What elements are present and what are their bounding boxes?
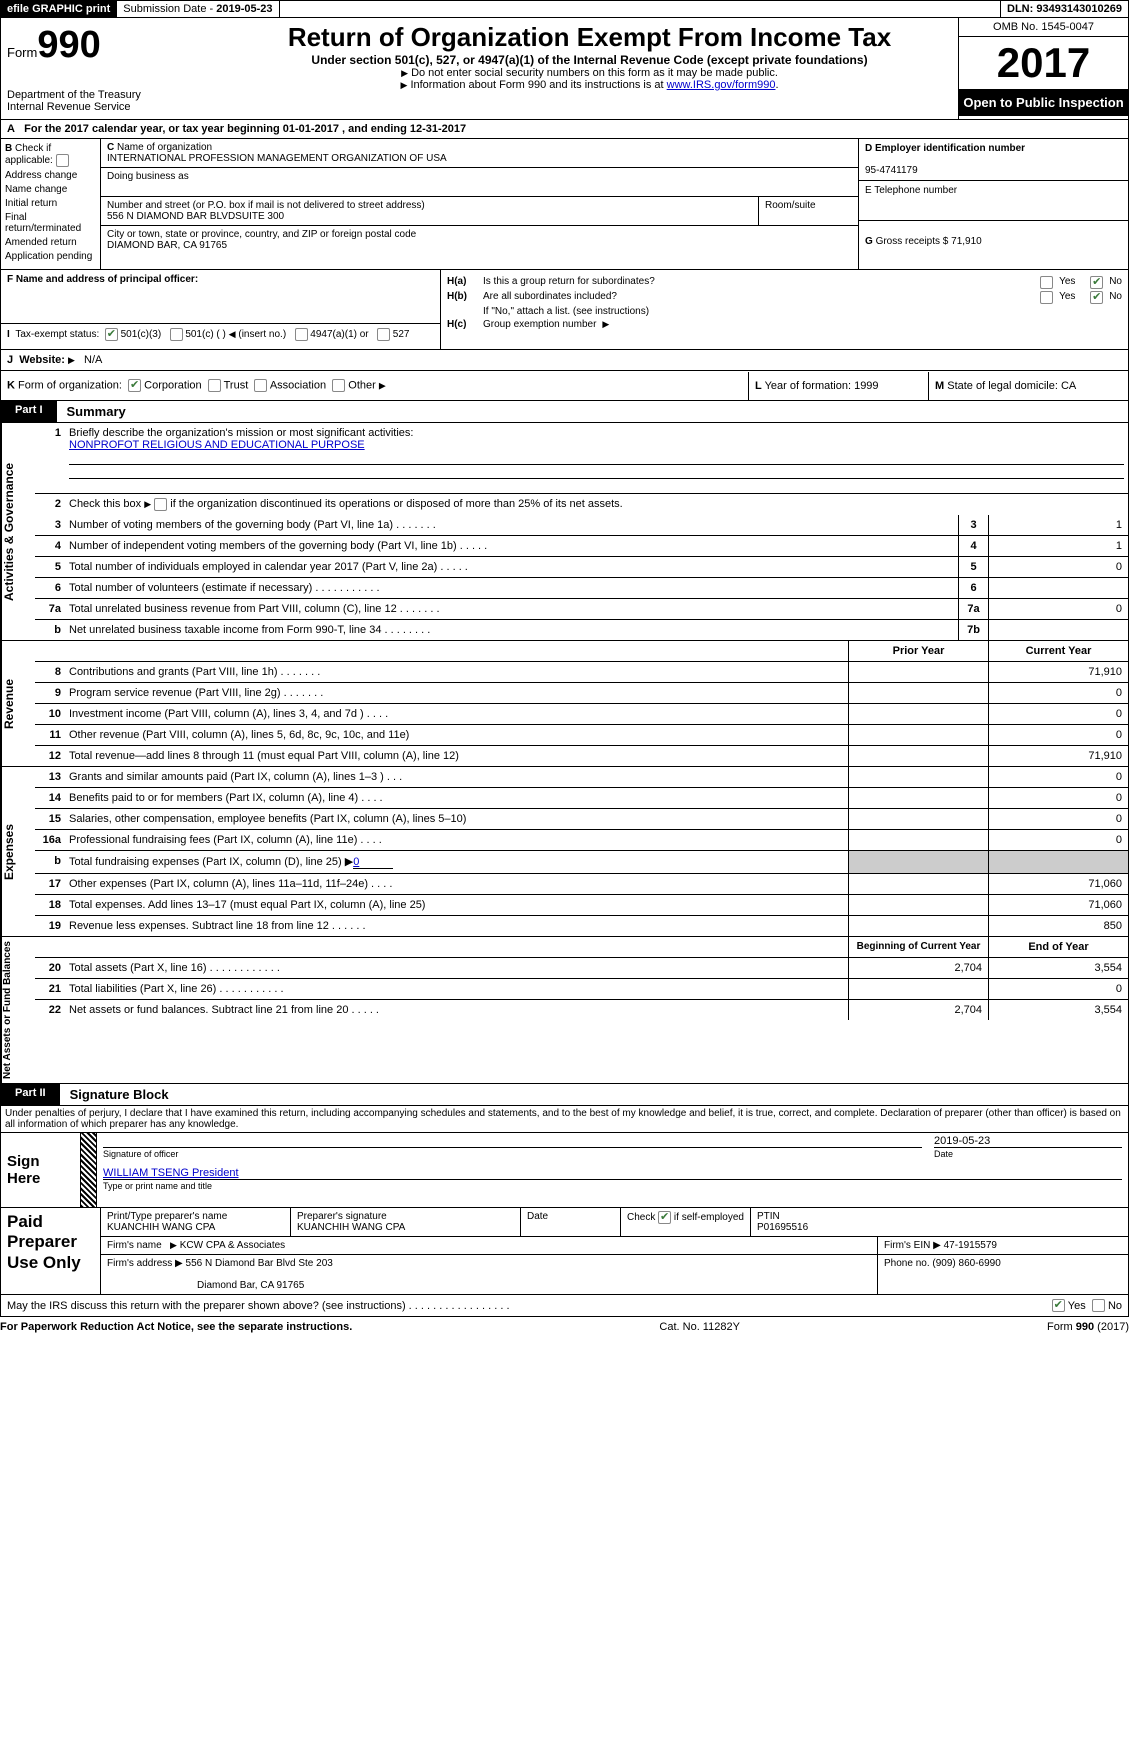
footer: For Paperwork Reduction Act Notice, see … — [0, 1317, 1129, 1337]
preparer-sig: KUANCHIH WANG CPA — [297, 1222, 405, 1233]
form-header: Form990 Department of the Treasury Inter… — [0, 18, 1129, 120]
k-other[interactable] — [332, 379, 345, 392]
firm-phone: (909) 860-6990 — [932, 1258, 1000, 1269]
instr-info: ▶ Information about Form 990 and its ins… — [241, 79, 938, 91]
officer-name[interactable]: WILLIAM TSENG President — [103, 1167, 239, 1179]
net-assets-section: Net Assets or Fund Balances Beginning of… — [0, 937, 1129, 1084]
irs-label: Internal Revenue Service — [7, 101, 215, 113]
hb-no[interactable] — [1090, 291, 1103, 304]
telephone: E Telephone number — [859, 181, 1128, 221]
efile-btn[interactable]: efile GRAPHIC print — [1, 1, 117, 17]
expenses-section: Expenses 13Grants and similar amounts pa… — [0, 767, 1129, 937]
check-527[interactable] — [377, 328, 390, 341]
discuss-yes[interactable] — [1052, 1299, 1065, 1312]
instr-ssn: ▶ Do not enter social security numbers o… — [241, 67, 938, 79]
revenue-section: Revenue Prior YearCurrent Year 8Contribu… — [0, 641, 1129, 767]
k-corp[interactable] — [128, 379, 141, 392]
check-4947[interactable] — [295, 328, 308, 341]
hb-note: If "No," attach a list. (see instruction… — [447, 306, 1122, 317]
firm-addr1: 556 N Diamond Bar Blvd Ste 203 — [186, 1258, 333, 1269]
discuss-row: May the IRS discuss this return with the… — [0, 1295, 1129, 1317]
year-formation: L Year of formation: 1999 — [748, 372, 928, 400]
final-return: Final return/terminated — [5, 212, 96, 234]
col-c: C Name of organizationINTERNATIONAL PROF… — [101, 139, 858, 269]
open-public: Open to Public Inspection — [959, 89, 1128, 116]
ha-yes[interactable] — [1040, 276, 1053, 289]
self-employed-check[interactable] — [658, 1211, 671, 1224]
website: N/A — [84, 354, 102, 366]
ptin: P01695516 — [757, 1222, 808, 1233]
bcde-grid: B Check if applicable: Address change Na… — [0, 139, 1129, 270]
initial-return: Initial return — [5, 198, 57, 209]
col-b: B Check if applicable: Address change Na… — [1, 139, 101, 269]
firm-addr2: Diamond Bar, CA 91765 — [107, 1280, 304, 1291]
paid-preparer: Paid Preparer Use Only Print/Type prepar… — [0, 1208, 1129, 1295]
addr-change: Address change — [5, 170, 77, 181]
preparer-name: KUANCHIH WANG CPA — [107, 1222, 215, 1233]
irs-link[interactable]: www.IRS.gov/form990 — [667, 79, 776, 91]
hb-yes[interactable] — [1040, 291, 1053, 304]
submission-date: Submission Date - 2019-05-23 — [117, 1, 279, 17]
check-501c3[interactable] — [105, 328, 118, 341]
discuss-no[interactable] — [1092, 1299, 1105, 1312]
amended-return: Amended return — [5, 237, 77, 248]
check-discontinued[interactable] — [154, 498, 167, 511]
col-de: D Employer identification number95-47411… — [858, 139, 1128, 269]
h-section: H(a)Is this a group return for subordina… — [441, 270, 1128, 349]
section-a: A For the 2017 calendar year, or tax yea… — [0, 120, 1129, 139]
org-name: INTERNATIONAL PROFESSION MANAGEMENT ORGA… — [107, 153, 447, 164]
ein: 95-4741179 — [865, 165, 918, 176]
top-bar: efile GRAPHIC print Submission Date - 20… — [0, 0, 1129, 18]
check-applicable[interactable] — [56, 154, 69, 167]
city: DIAMOND BAR, CA 91765 — [107, 240, 227, 251]
street: 556 N DIAMOND BAR BLVDSUITE 300 — [107, 211, 284, 222]
fundraising-exp[interactable]: 0 — [353, 856, 393, 869]
mission[interactable]: NONPROFOT RELIGIOUS AND EDUCATIONAL PURP… — [69, 439, 365, 451]
arrow-icon — [81, 1133, 97, 1207]
form-number: Form990 — [7, 24, 215, 67]
firm-ein: 47-1915579 — [944, 1240, 997, 1251]
klm-row: K Form of organization: Corporation Trus… — [0, 371, 1129, 401]
check-501c[interactable] — [170, 328, 183, 341]
form-title: Return of Organization Exempt From Incom… — [241, 22, 938, 53]
room-suite: Room/suite — [758, 197, 858, 225]
ha-no[interactable] — [1090, 276, 1103, 289]
omb-number: OMB No. 1545-0047 — [959, 18, 1128, 37]
name-change: Name change — [5, 184, 67, 195]
k-assoc[interactable] — [254, 379, 267, 392]
part2-header: Part II Signature Block — [0, 1084, 1129, 1106]
state-domicile: M State of legal domicile: CA — [928, 372, 1128, 400]
dept-treasury: Department of the Treasury — [7, 89, 215, 101]
activities-governance: Activities & Governance 1Briefly describ… — [0, 423, 1129, 641]
dln: DLN: 93493143010269 — [1000, 1, 1128, 17]
declaration: Under penalties of perjury, I declare th… — [0, 1106, 1129, 1133]
app-pending: Application pending — [5, 251, 92, 262]
website-row: J Website: ▶ N/A — [0, 350, 1129, 371]
principal-officer: F Name and address of principal officer:… — [1, 270, 441, 349]
k-trust[interactable] — [208, 379, 221, 392]
part1-header: Part I Summary — [0, 401, 1129, 423]
firm-name: KCW CPA & Associates — [180, 1240, 285, 1251]
tax-year: 2017 — [959, 37, 1128, 89]
form-subtitle: Under section 501(c), 527, or 4947(a)(1)… — [241, 53, 938, 67]
f-h-row: F Name and address of principal officer:… — [0, 270, 1129, 350]
sig-date: 2019-05-23 — [934, 1135, 990, 1147]
sign-here: Sign Here Signature of officer 2019-05-2… — [0, 1133, 1129, 1208]
gross-receipts: Gross receipts $ 71,910 — [876, 236, 982, 247]
